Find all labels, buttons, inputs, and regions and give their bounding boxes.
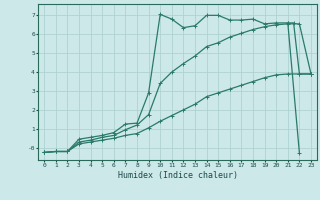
- X-axis label: Humidex (Indice chaleur): Humidex (Indice chaleur): [118, 171, 238, 180]
